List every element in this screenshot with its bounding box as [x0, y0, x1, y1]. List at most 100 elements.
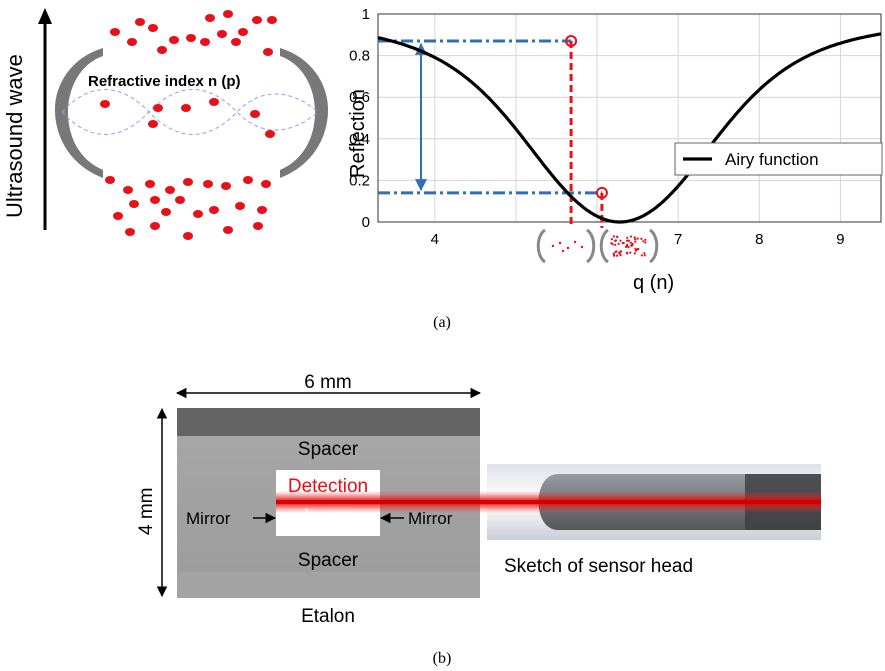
particle: [125, 228, 135, 236]
particle: [148, 120, 158, 128]
y-tick-label: 1: [362, 6, 370, 23]
inset-particle: [610, 242, 613, 245]
standing-wave: [61, 89, 319, 135]
particle: [252, 16, 262, 24]
ultrasound-arrowhead: [38, 8, 52, 24]
particle: [161, 208, 171, 216]
plot-frame: [377, 13, 882, 223]
marker-point: [565, 35, 578, 48]
y-tick-labels: 0 0.2 0.4 0.6 0.8 1: [349, 6, 370, 231]
chart-grid: [378, 13, 881, 223]
inset-particle: [633, 252, 636, 255]
inset-particle: [631, 244, 634, 247]
x-tick-label: 9: [836, 231, 844, 248]
inset-particle: [640, 254, 644, 257]
inset-particle: [640, 237, 643, 240]
etalon-label: Etalon: [301, 606, 355, 627]
sensor-head-label: Sketch of sensor head: [504, 556, 693, 577]
particle: [223, 226, 233, 234]
particle: [261, 180, 271, 188]
low-density-cavity-icon: [536, 228, 596, 264]
cavity-illustration: Ultrasound wave Refractive index n (p): [2, 8, 329, 240]
chart-markers: [565, 35, 608, 199]
x-tick-label: 4: [431, 231, 439, 248]
inset-particle: [573, 240, 577, 244]
particle: [175, 196, 185, 204]
particle: [209, 206, 219, 214]
inset-particle: [558, 241, 562, 245]
inset-particle: [616, 235, 619, 238]
width-label: 6 mm: [304, 372, 352, 393]
particle: [105, 176, 115, 184]
guide-lines: [378, 39, 604, 228]
particle: [113, 212, 123, 220]
particle: [186, 34, 196, 42]
x-tick-label: 7: [674, 231, 682, 248]
airy-function-curve: [377, 32, 882, 224]
reflection-chart: 0 0.2 0.4 0.6 0.8 1 4 7 8 9 Reflection q (n) Air…: [347, 6, 883, 294]
particle: [235, 202, 245, 210]
high-density-particles: [610, 235, 647, 257]
mirror-right-label: Mirror: [408, 509, 453, 528]
height-label: 4 mm: [136, 488, 157, 536]
inset-particle: [617, 242, 620, 245]
x-tick-label: 8: [755, 231, 763, 248]
particle: [110, 28, 120, 36]
refractive-index-label: Refractive index n (p): [88, 73, 241, 90]
caption-b: (b): [433, 650, 452, 667]
particle: [193, 210, 203, 218]
particle: [181, 104, 191, 112]
particle: [221, 182, 231, 190]
inset-particle: [626, 236, 629, 239]
inset-particle: [629, 241, 632, 244]
particle: [148, 24, 158, 32]
laser-label: Laser: [304, 506, 352, 527]
high-density-cavity-icon: [599, 228, 659, 264]
particle: [127, 38, 137, 46]
inset-particle: [618, 251, 621, 254]
particle: [169, 36, 179, 44]
particle: [183, 178, 193, 186]
y-tick-label: 0.6: [349, 89, 370, 106]
inset-particle: [642, 240, 645, 243]
spacer-top-label: Spacer: [298, 439, 359, 460]
inset-particle: [614, 239, 618, 242]
chart-legend: Airy function: [674, 142, 883, 176]
inset-particle: [551, 244, 555, 248]
particle: [257, 206, 267, 214]
inset-particle: [616, 254, 619, 257]
ultrasound-label: Ultrasound wave: [2, 54, 27, 218]
x-tick-labels: 4 7 8 9: [431, 231, 845, 248]
y-axis-label: Reflection: [347, 89, 369, 178]
particle: [165, 186, 175, 194]
x-axis-label: q (n): [633, 272, 674, 294]
inset-particle: [614, 250, 617, 253]
legend-entry: Airy function: [725, 150, 819, 169]
inset-particle: [627, 246, 630, 249]
particle: [200, 38, 210, 46]
inset-particle: [629, 235, 633, 238]
particle: [150, 222, 160, 230]
inset-particle: [612, 235, 616, 238]
caption-a: (a): [433, 314, 451, 331]
particle: [238, 28, 248, 36]
particle: [263, 48, 273, 56]
particle: [217, 30, 227, 38]
particle: [129, 200, 139, 208]
inset-particle: [636, 237, 639, 240]
inset-particle: [629, 251, 632, 254]
particle: [205, 14, 215, 22]
particle: [100, 100, 110, 108]
particle: [150, 196, 160, 204]
particle: [231, 38, 241, 46]
particle: [267, 16, 277, 24]
mirror-left-label: Mirror: [186, 509, 231, 528]
detection-label: Detection: [288, 476, 368, 497]
inset-particle: [634, 238, 637, 241]
inset-particle: [644, 241, 647, 244]
particle: [223, 10, 233, 18]
left-mirror: [54, 48, 103, 178]
inset-particle: [619, 239, 622, 242]
y-tick-label: 0.4: [349, 131, 370, 148]
